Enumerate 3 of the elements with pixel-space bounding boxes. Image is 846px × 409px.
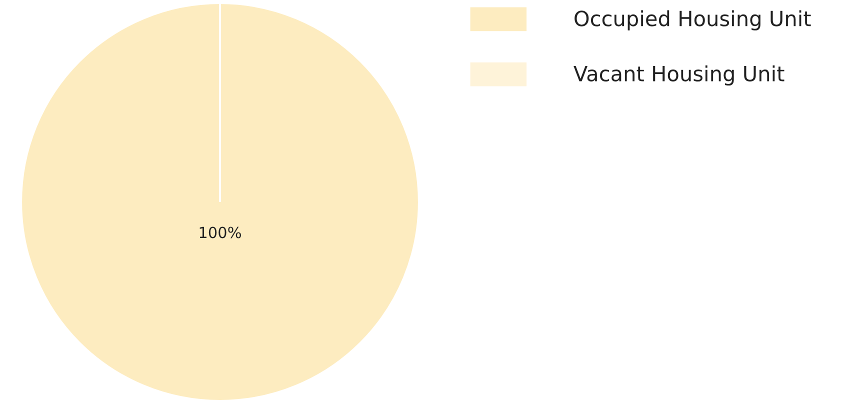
legend-label: Occupied Housing Unit xyxy=(574,10,811,30)
data-label: 100% xyxy=(200,226,241,238)
legend-label: Vacant Housing Unit xyxy=(574,65,784,86)
